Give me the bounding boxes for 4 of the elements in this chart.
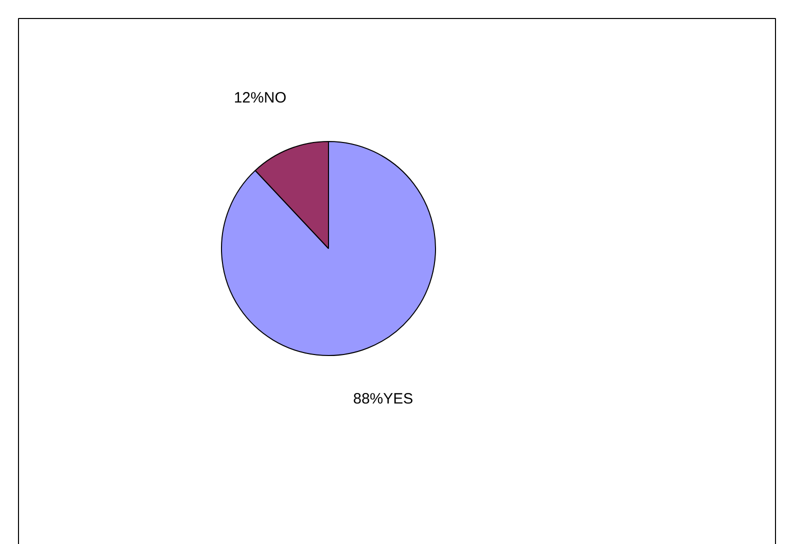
data-label: 88% bbox=[353, 390, 384, 408]
slice-label: YES bbox=[383, 390, 414, 408]
data-label: 12% bbox=[234, 89, 264, 106]
slice-label: NO bbox=[264, 89, 286, 106]
